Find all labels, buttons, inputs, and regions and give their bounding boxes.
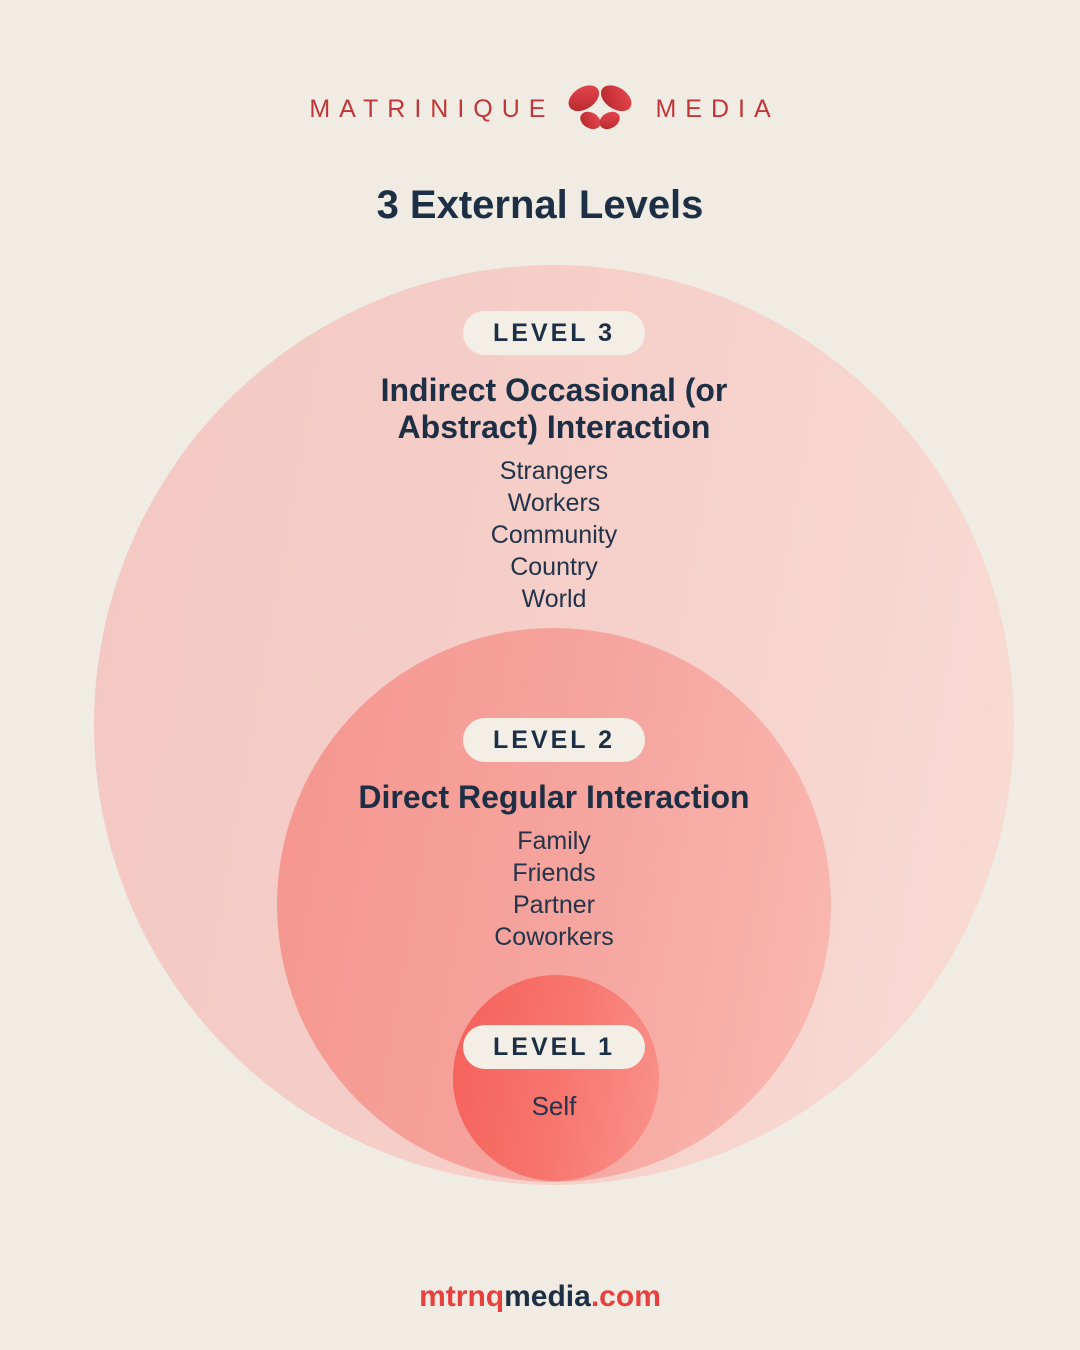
level-3-badge: LEVEL 3 (463, 311, 645, 355)
level-2-list: Family Friends Partner Coworkers (244, 825, 864, 953)
level-3-content: LEVEL 3 Indirect Occasional (or Abstract… (244, 311, 864, 615)
level-3-list: Strangers Workers Community Country Worl… (244, 455, 864, 615)
list-item: Family (517, 827, 591, 855)
footer-url-suffix: .com (590, 1280, 661, 1313)
list-item: Country (510, 553, 598, 581)
footer-url-prefix: mtrnq (419, 1280, 505, 1313)
level-2-heading: Direct Regular Interaction (358, 779, 750, 815)
butterfly-icon (568, 85, 632, 130)
level-3-heading: Indirect Occasional (or Abstract) Intera… (380, 372, 728, 445)
list-item: Coworkers (494, 923, 614, 951)
level-2-content: LEVEL 2 Direct Regular Interaction Famil… (244, 718, 864, 953)
footer-url: mtrnqmedia.com (0, 1280, 1080, 1314)
brand-name-right: MEDIA (655, 94, 780, 123)
list-item: Partner (513, 891, 595, 919)
page-title: 3 External Levels (376, 183, 704, 227)
level-2-badge: LEVEL 2 (463, 718, 645, 762)
list-item: Friends (512, 859, 596, 887)
footer-url-middle: media (504, 1280, 591, 1313)
level-1-item: Self (531, 1091, 577, 1121)
level-1-content: LEVEL 1 Self (244, 1025, 864, 1122)
list-item: World (521, 585, 587, 613)
brand-name-left: MATRINIQUE (309, 94, 555, 123)
level-1-badge: LEVEL 1 (463, 1025, 645, 1069)
brand-logo: MATRINIQUE MEDIA (0, 78, 1080, 140)
list-item: Strangers (499, 457, 609, 485)
list-item: Community (490, 521, 618, 549)
list-item: Workers (507, 489, 601, 517)
level-1-circle (453, 975, 659, 1181)
